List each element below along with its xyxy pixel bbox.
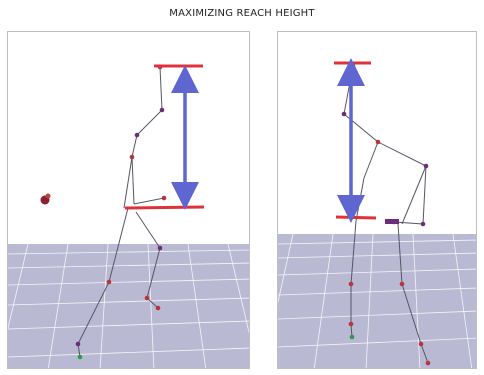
left-panel: [7, 31, 250, 369]
bottom-reach-marker: [124, 205, 205, 210]
left-scene: [8, 64, 249, 368]
right-panel: [277, 31, 477, 369]
floating-object-highlight: [45, 193, 51, 199]
foot-block: [385, 219, 399, 224]
floor: [8, 244, 249, 368]
floor: [278, 234, 476, 368]
joints-left: [75, 64, 167, 360]
floor-grid: [278, 233, 476, 368]
floor-grid: [8, 243, 249, 368]
right-scene: [278, 58, 476, 368]
figure-title: MAXIMIZING REACH HEIGHT: [169, 8, 315, 19]
bottom-reach-marker: [335, 215, 377, 220]
